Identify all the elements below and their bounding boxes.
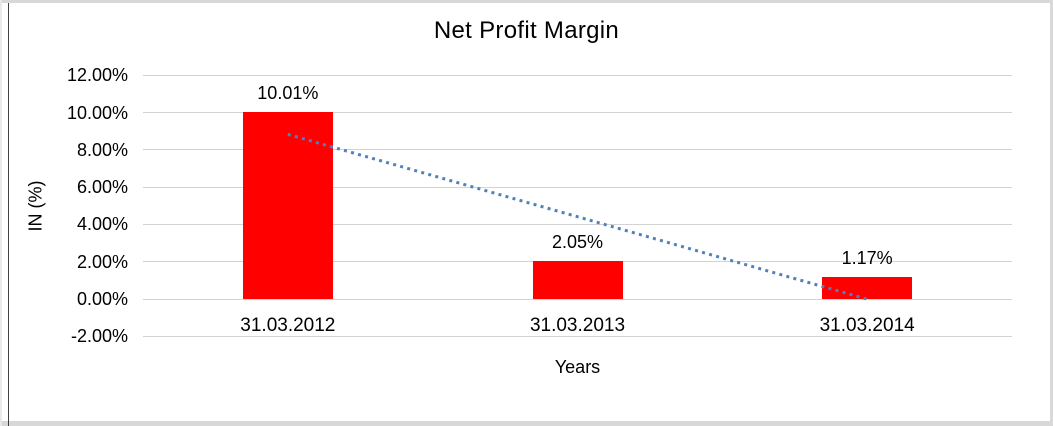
gridline: [143, 74, 1012, 76]
y-tick-label: 10.00%: [66, 102, 128, 123]
frame-edge-top: [0, 0, 1053, 3]
gridline: [143, 335, 1012, 337]
bar-value-label: 1.17%: [841, 248, 893, 269]
bar: [242, 112, 333, 299]
x-tick-label: 31.03.2012: [240, 315, 336, 336]
bar-value-label: 2.05%: [551, 231, 604, 252]
chart-title: Net Profit Margin: [433, 17, 620, 44]
bar: [822, 277, 913, 299]
bar-value-label: 10.01%: [257, 83, 319, 104]
y-tick-label: 4.00%: [76, 214, 128, 235]
chart-border-left: [8, 3, 9, 426]
x-tick-label: 31.03.2013: [529, 315, 626, 336]
x-tick-label: 31.03.2014: [819, 315, 915, 336]
y-tick-label: 8.00%: [76, 139, 128, 160]
y-tick-label: -2.00%: [70, 326, 128, 347]
bar: [532, 260, 623, 299]
y-tick-label: 12.00%: [66, 65, 128, 86]
frame-edge-left: [0, 0, 2, 426]
gridline: [143, 112, 1012, 113]
frame-edge-bottom: [0, 421, 1053, 426]
y-tick-label: 6.00%: [76, 177, 128, 198]
y-tick-label: 2.00%: [76, 251, 128, 272]
y-tick-label: 0.00%: [76, 289, 128, 309]
frame-edge-right: [1050, 0, 1053, 426]
x-axis-title: Years: [554, 357, 601, 377]
